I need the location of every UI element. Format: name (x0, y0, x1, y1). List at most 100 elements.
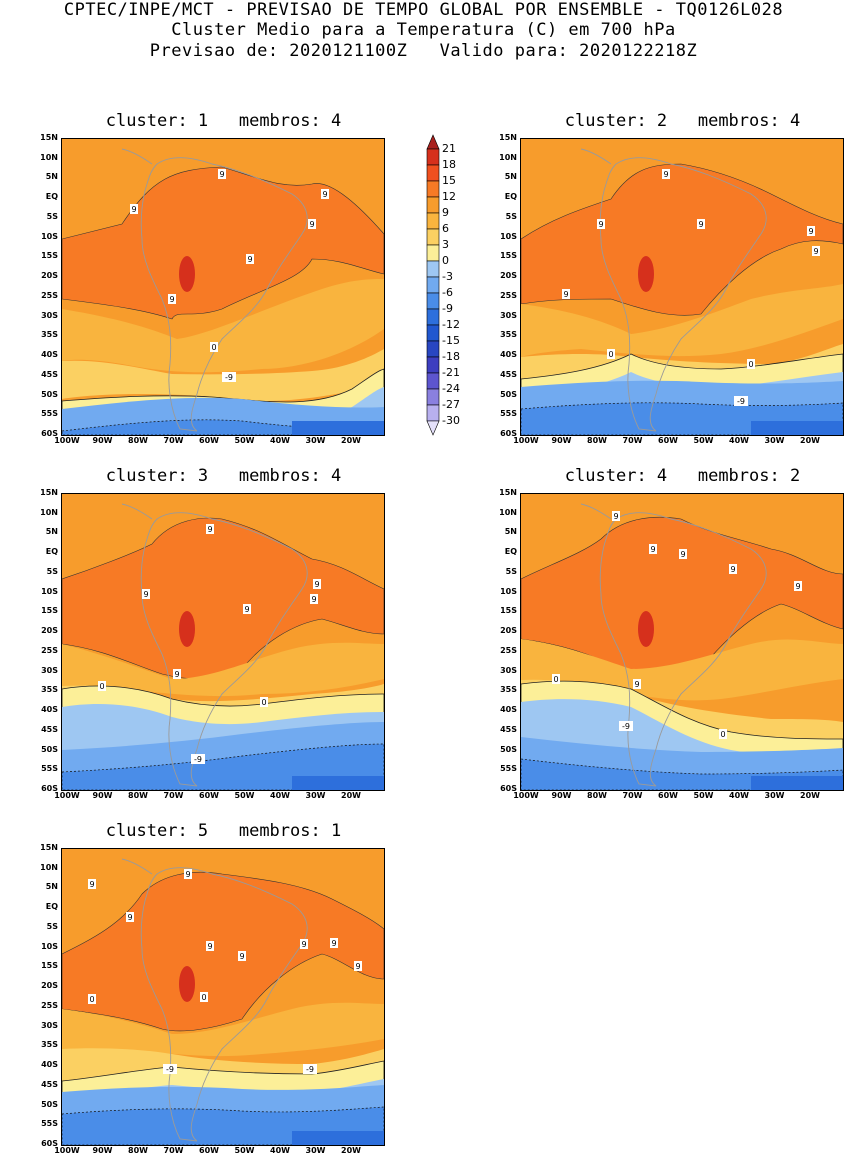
lat-tick-label: 45S (41, 369, 58, 379)
lat-tick-label: 5S (505, 566, 517, 576)
colorbar-swatch (426, 356, 440, 374)
contour-label: 0 (748, 360, 753, 369)
lat-tick-label: 35S (500, 330, 517, 340)
colorbar-label: -18 (442, 350, 460, 363)
contour-label-box (734, 396, 748, 406)
header-title-line2: Cluster Medio para a Temperatura (C) em … (171, 20, 676, 40)
lat-tick-label: 55S (41, 1119, 58, 1129)
lon-tick-label: 80W (128, 791, 148, 800)
contour-label: -9 (166, 1065, 174, 1074)
lat-tick-label: 10S (41, 941, 58, 951)
colorbar-label: 3 (442, 238, 449, 251)
lon-tick-label: 60W (199, 1146, 219, 1155)
contour-label-box (168, 294, 176, 304)
lat-tick-label: 40S (41, 350, 58, 360)
contour-label-box (310, 594, 318, 604)
lat-tick-label: EQ (45, 547, 58, 557)
lon-tick-label: 90W (92, 1146, 113, 1155)
colorbar-label: -15 (442, 334, 460, 347)
contour-label-box (747, 359, 755, 369)
colorbar-swatch (426, 340, 440, 358)
contour-label: 9 (127, 913, 132, 922)
lat-tick-label: 15N (499, 488, 517, 497)
colorbar-label: 9 (442, 206, 449, 219)
contour-label-box (633, 679, 641, 689)
lat-tick-label: 5N (45, 527, 58, 537)
lat-tick-label: 40S (500, 705, 517, 715)
contour-label-box (163, 1064, 177, 1074)
colorbar-swatch (426, 212, 440, 230)
lon-tick-label: 50W (234, 436, 255, 445)
cluster-title: cluster: 3 membros: 4 (105, 466, 342, 486)
lon-tick-label: 80W (587, 436, 607, 445)
colorbar-label: 21 (442, 142, 456, 155)
contour-label: 0 (553, 675, 558, 684)
temperature-map: 9 9 9 9 9 9 9 9 0 0 -9 -9 (61, 848, 385, 1146)
lon-tick-label: 60W (658, 791, 678, 800)
colorbar-label: -9 (442, 302, 453, 315)
contour-label-box (812, 246, 820, 256)
lon-tick-label: 100W (513, 436, 539, 445)
lat-tick-label: 20S (41, 981, 58, 991)
lat-tick-label: 60S (41, 784, 58, 793)
lat-tick-label: 15N (40, 488, 58, 497)
contour-label: 9 (322, 190, 327, 199)
contour-label-box (238, 951, 246, 961)
contour-label: 9 (301, 940, 306, 949)
lat-tick-label: 5N (45, 172, 58, 182)
lon-tick-label: 20W (341, 436, 361, 445)
continent-outline (599, 157, 767, 432)
lon-tick-label: 70W (163, 791, 184, 800)
colorbar-swatch (426, 420, 440, 436)
contour-label: 9 (185, 870, 190, 879)
contour-label-box (218, 169, 226, 179)
contour-label-box (607, 349, 615, 359)
temperature-map: 9 9 9 9 9 9 0 0 -9 (520, 138, 844, 436)
contour-label-box (313, 579, 321, 589)
lat-tick-label: 5S (46, 921, 58, 931)
lon-tick-label: 60W (199, 791, 219, 800)
central-america-outline (121, 503, 153, 520)
temperature-map: 9 9 9 9 9 9 0 -9 (61, 138, 385, 436)
contour-label: 9 (634, 680, 639, 689)
contour-label-box (126, 912, 134, 922)
lat-tick-label: 30S (500, 665, 517, 675)
lat-tick-label: 50S (500, 389, 517, 399)
lat-tick-label: 10S (500, 231, 517, 241)
lat-tick-label: EQ (45, 902, 58, 912)
contour-label-box (88, 994, 96, 1004)
colorbar-label: -6 (442, 286, 453, 299)
contour-label-box (794, 581, 802, 591)
lon-tick-label: 30W (764, 436, 785, 445)
lat-tick-label: 35S (41, 1040, 58, 1050)
contour-label: 0 (99, 682, 104, 691)
lat-tick-label: 50S (41, 744, 58, 754)
colorbar-swatch (426, 324, 440, 342)
lon-tick-label: 40W (270, 791, 290, 800)
contour-label: -9 (306, 1065, 314, 1074)
contour-label-box (612, 511, 620, 521)
colorbar-swatch (426, 260, 440, 278)
band-minus15-minus12 (751, 776, 843, 790)
contour-label-box (222, 372, 236, 382)
continent-outline (599, 512, 767, 787)
lat-tick-label: 25S (500, 290, 517, 300)
contour-label-box (552, 674, 560, 684)
lon-tick-label: 30W (305, 791, 326, 800)
colorbar-swatch (426, 404, 440, 422)
lon-tick-label: 70W (163, 436, 184, 445)
colorbar-label: 12 (442, 190, 456, 203)
contour-label: -9 (225, 373, 233, 382)
lon-tick-label: 60W (199, 436, 219, 445)
lon-tick-label: 30W (305, 1146, 326, 1155)
contour-label: 9 (309, 220, 314, 229)
contour-label-box (679, 549, 687, 559)
continent-outline (140, 867, 308, 1142)
lat-tick-label: EQ (504, 547, 517, 557)
contour-label-box (662, 169, 670, 179)
contour-label: 9 (563, 290, 568, 299)
lat-tick-label: 5S (46, 566, 58, 576)
contour-label: 9 (89, 880, 94, 889)
lat-tick-label: 35S (500, 685, 517, 695)
lat-tick-label: 60S (41, 429, 58, 438)
